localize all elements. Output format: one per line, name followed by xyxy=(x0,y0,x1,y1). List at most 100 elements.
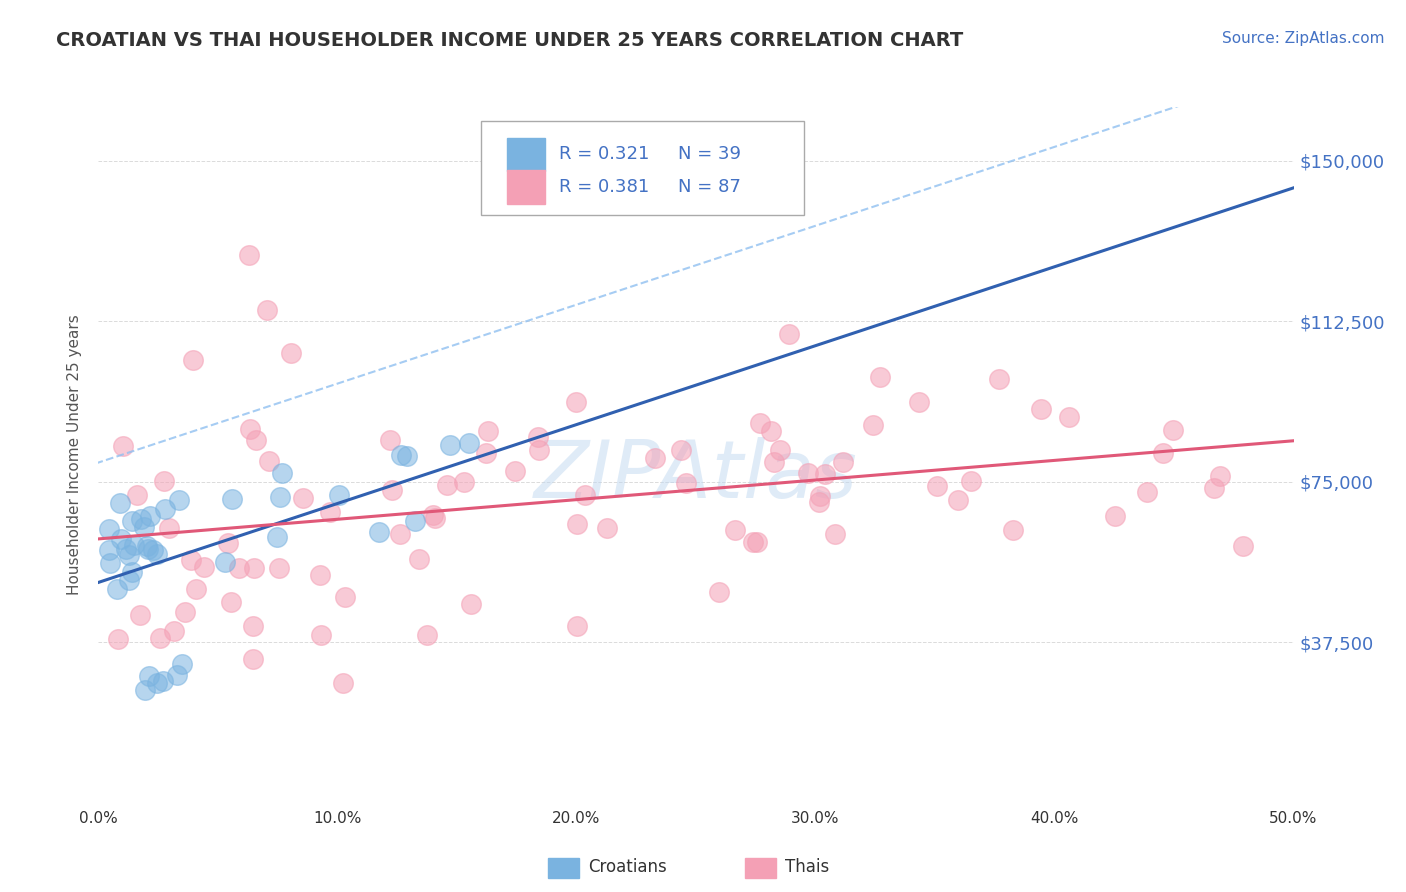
Point xyxy=(238,248,260,262)
Point xyxy=(135,539,157,553)
Point xyxy=(747,535,769,549)
Text: N = 87: N = 87 xyxy=(678,178,741,196)
Point xyxy=(1209,469,1232,483)
Point xyxy=(565,618,588,632)
Point xyxy=(121,565,143,579)
Point xyxy=(153,474,176,488)
Point xyxy=(644,451,666,466)
Point xyxy=(565,394,588,409)
Point xyxy=(824,527,846,541)
Point xyxy=(328,488,350,502)
Point xyxy=(239,422,262,436)
Point xyxy=(228,560,250,574)
Point xyxy=(453,475,475,490)
Text: Thais: Thais xyxy=(785,858,828,876)
Point xyxy=(527,442,550,457)
Point xyxy=(136,541,159,556)
FancyBboxPatch shape xyxy=(481,121,804,215)
Point xyxy=(1104,509,1126,524)
FancyBboxPatch shape xyxy=(508,170,546,203)
Point xyxy=(831,455,853,469)
Point xyxy=(110,533,132,547)
Point xyxy=(395,449,418,463)
Point xyxy=(503,464,526,478)
Point xyxy=(166,668,188,682)
Point xyxy=(565,517,588,532)
Point xyxy=(267,561,290,575)
Point xyxy=(389,526,412,541)
Point xyxy=(422,508,444,523)
Point xyxy=(724,523,747,537)
Point xyxy=(193,560,215,574)
Point xyxy=(367,524,389,539)
Point xyxy=(117,549,139,563)
Text: R = 0.381: R = 0.381 xyxy=(558,178,648,196)
Point xyxy=(217,535,239,549)
Point xyxy=(1152,446,1174,460)
Point xyxy=(408,552,430,566)
Point xyxy=(797,467,820,481)
Point xyxy=(259,454,281,468)
Point xyxy=(111,439,134,453)
Point xyxy=(172,657,194,671)
Point xyxy=(157,521,180,535)
Point xyxy=(808,489,831,503)
Point xyxy=(98,556,121,570)
Point xyxy=(291,491,314,505)
Point xyxy=(242,652,264,666)
Point xyxy=(125,488,148,502)
Point xyxy=(181,353,204,368)
Point xyxy=(184,582,207,596)
Point xyxy=(769,442,792,457)
Point xyxy=(121,514,143,528)
Point xyxy=(862,417,884,432)
Point xyxy=(138,669,160,683)
Point xyxy=(527,430,550,444)
Text: R = 0.321: R = 0.321 xyxy=(558,145,650,163)
Point xyxy=(671,443,693,458)
Point xyxy=(596,521,619,535)
Point xyxy=(333,591,356,605)
Point xyxy=(439,438,461,452)
Point xyxy=(814,467,837,482)
Point xyxy=(763,455,786,469)
Point xyxy=(475,446,498,460)
Point xyxy=(946,492,969,507)
Point xyxy=(391,448,413,462)
Point xyxy=(436,478,458,492)
Point xyxy=(108,496,131,510)
Point xyxy=(98,522,121,536)
Y-axis label: Householder Income Under 25 years: Householder Income Under 25 years xyxy=(67,315,83,595)
Point xyxy=(458,435,481,450)
Point xyxy=(332,676,354,690)
Point xyxy=(132,520,155,534)
Point xyxy=(574,487,596,501)
Point xyxy=(145,675,167,690)
Point xyxy=(416,628,439,642)
Point xyxy=(149,631,172,645)
Point xyxy=(988,371,1011,385)
Text: Source: ZipAtlas.com: Source: ZipAtlas.com xyxy=(1222,31,1385,46)
Point xyxy=(908,394,931,409)
Point xyxy=(319,505,342,519)
Point xyxy=(131,512,153,526)
Point xyxy=(118,573,141,587)
Point xyxy=(243,560,266,574)
Point xyxy=(245,433,267,447)
Point xyxy=(460,597,482,611)
Point xyxy=(163,624,186,638)
Point xyxy=(381,483,404,497)
Point xyxy=(173,606,195,620)
Point xyxy=(808,495,831,509)
Point xyxy=(1204,482,1226,496)
Point xyxy=(152,674,174,689)
Point xyxy=(1136,485,1159,500)
Point xyxy=(404,514,426,528)
Point xyxy=(105,582,128,596)
Text: ZIPAtlas: ZIPAtlas xyxy=(534,437,858,515)
Point xyxy=(256,303,278,318)
Point xyxy=(271,467,294,481)
Point xyxy=(280,346,302,360)
Point xyxy=(675,476,697,491)
Point xyxy=(139,508,162,523)
